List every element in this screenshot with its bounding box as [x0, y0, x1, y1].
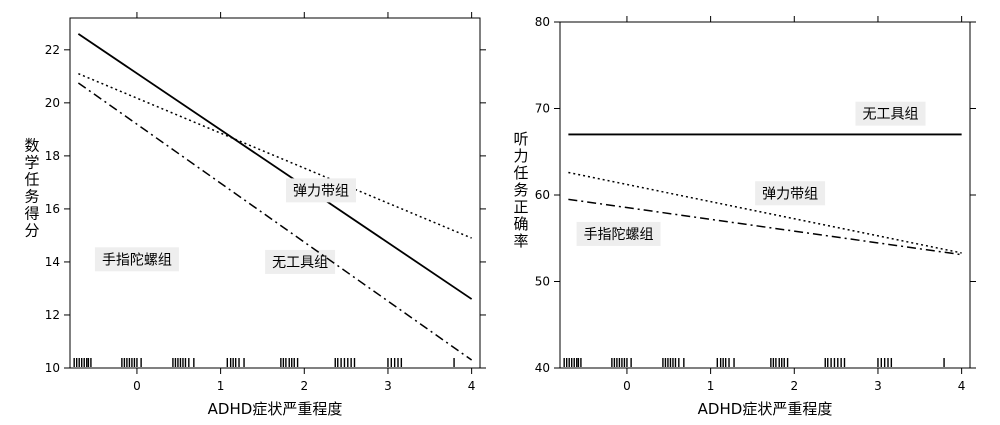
series-line-3 — [568, 198, 962, 256]
y-tick-label: 50 — [535, 275, 550, 289]
x-axis-label: ADHD症状严重程度 — [208, 400, 343, 418]
x-tick-label: 2 — [300, 379, 308, 393]
x-tick-label: 0 — [623, 379, 631, 393]
series-line-2 — [568, 171, 962, 254]
series-label: 无工具组 — [272, 255, 328, 271]
series-line-1 — [77, 33, 473, 300]
series-line-3 — [77, 82, 473, 361]
series-label: 弹力带组 — [293, 183, 349, 199]
y-tick-label: 60 — [535, 188, 550, 202]
series-label: 弹力带组 — [762, 186, 818, 202]
y-tick-label: 18 — [45, 149, 60, 163]
series-label: 无工具组 — [863, 107, 919, 123]
series-label-box — [94, 247, 179, 272]
x-axis-label: ADHD症状严重程度 — [698, 400, 833, 418]
y-tick-label: 20 — [45, 96, 60, 110]
series-label-box — [755, 181, 826, 206]
y-tick-label: 70 — [535, 102, 550, 116]
x-tick-label: 1 — [707, 379, 715, 393]
y-axis-label: 听力任务正确率 — [513, 130, 528, 250]
x-tick-label: 3 — [874, 379, 882, 393]
plot-frame — [69, 17, 481, 369]
chart-panel-1: 0 1 2 3 410121416182022无工具组弹力带组手指陀螺组ADHD症状严重… — [24, 12, 486, 418]
x-tick-label: 4 — [958, 379, 966, 393]
series-label-box — [286, 178, 357, 203]
y-tick-label: 40 — [535, 361, 550, 375]
x-tick-label: 3 — [384, 379, 392, 393]
x-tick-label: 1 — [217, 379, 225, 393]
y-axis-label: 数学任务得分 — [24, 137, 39, 240]
series-label: 手指陀螺组 — [102, 252, 172, 268]
y-tick-label: 80 — [535, 15, 550, 29]
y-tick-label: 22 — [45, 43, 60, 57]
series-label-box — [855, 101, 926, 126]
series-line-2 — [78, 72, 472, 239]
y-tick-label: 10 — [45, 361, 60, 375]
series-label-box — [576, 221, 661, 246]
x-tick-label: 0 — [133, 379, 141, 393]
y-tick-label: 16 — [45, 202, 60, 216]
y-tick-label: 14 — [45, 255, 60, 269]
x-tick-label: 2 — [790, 379, 798, 393]
series-label-box — [265, 249, 336, 274]
x-tick-label: 4 — [468, 379, 476, 393]
y-tick-label: 12 — [45, 308, 60, 322]
series-label: 手指陀螺组 — [584, 227, 654, 243]
